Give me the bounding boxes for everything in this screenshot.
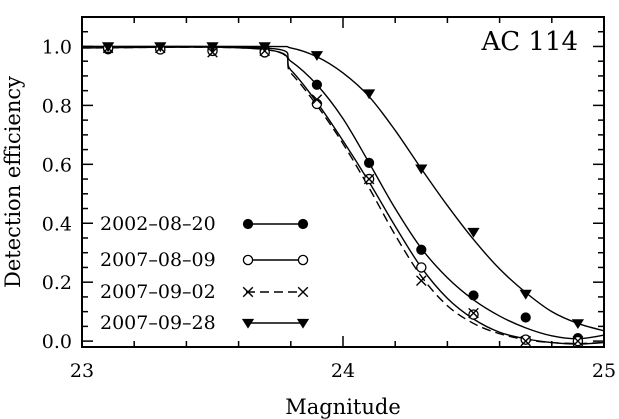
data-point-series-4 (467, 227, 480, 238)
legend-marker-left-3 (242, 286, 254, 298)
data-point-series-2 (311, 98, 323, 110)
data-point-series-3 (363, 173, 375, 185)
legend-label-4: 2007–09–28 (100, 312, 216, 334)
legend-label-2: 2007–08–09 (100, 249, 216, 271)
data-point-series-1 (468, 290, 479, 301)
legend-marker-right-3 (297, 286, 309, 298)
data-point-series-1 (520, 312, 531, 323)
data-point-series-2 (416, 262, 427, 273)
legend-label-1: 2002–08–20 (100, 213, 216, 235)
data-point-series-1 (416, 244, 427, 255)
legend-background-2 (96, 244, 318, 268)
data-point-series-4 (258, 42, 271, 53)
legend: 2002–08–20 2007–08–09 2007–09–02 2007–09–28 (96, 208, 318, 334)
data-point-series-4 (362, 89, 376, 100)
data-point-series-4 (310, 51, 324, 61)
label-layer: Magnitude Detection efficiency AC 114 23… (1, 27, 616, 419)
y-axis-label: Detection efficiency (1, 76, 25, 288)
y-tick-label: 0.2 (42, 272, 72, 294)
marker-layer (101, 42, 585, 347)
data-point-series-1 (364, 157, 375, 168)
legend-marker-left-2 (242, 254, 254, 266)
data-point-series-3 (572, 335, 584, 347)
data-point-series-1 (311, 79, 322, 90)
data-point-series-3 (311, 94, 323, 105)
legend-background-3 (96, 276, 318, 300)
data-point-series-4 (571, 319, 585, 330)
legend-background-4 (96, 307, 318, 331)
legend-marker-right-4 (296, 318, 310, 329)
y-tick-label: 1.0 (42, 36, 72, 58)
y-tick-label: 0.6 (42, 154, 72, 176)
y-tick-label: 0.0 (42, 331, 72, 353)
y-tick-label: 0.8 (42, 95, 72, 117)
data-point-series-4 (519, 289, 532, 300)
data-point-series-4 (154, 42, 167, 53)
data-point-series-4 (206, 42, 219, 53)
x-axis-label: Magnitude (285, 395, 401, 419)
data-point-series-3 (468, 307, 479, 319)
y-tick-label: 0.4 (42, 213, 72, 235)
series-line-4 (82, 45, 604, 332)
x-tick-label: 25 (592, 360, 616, 382)
legend-marker-right-2 (297, 254, 309, 266)
data-point-series-4 (101, 42, 115, 53)
legend-background-1 (96, 208, 318, 232)
data-point-series-4 (415, 164, 428, 175)
x-tick-label: 23 (70, 360, 94, 382)
data-point-series-3 (416, 275, 427, 286)
series-line-3 (82, 46, 604, 345)
data-point-series-3 (520, 335, 531, 347)
curve-layer (82, 45, 604, 345)
legend-marker-left-4 (241, 318, 255, 329)
data-point-series-2 (520, 334, 531, 345)
data-point-series-3 (207, 47, 218, 58)
plot-frame (81, 16, 605, 348)
chart-annotation: AC 114 (480, 27, 578, 57)
legend-marker-left-1 (242, 218, 254, 230)
series-line-1 (82, 46, 604, 340)
x-tick-label: 24 (331, 360, 355, 382)
legend-label-3: 2007–09–02 (100, 281, 216, 303)
data-point-series-2 (468, 309, 479, 320)
legend-marker-right-1 (297, 218, 309, 230)
